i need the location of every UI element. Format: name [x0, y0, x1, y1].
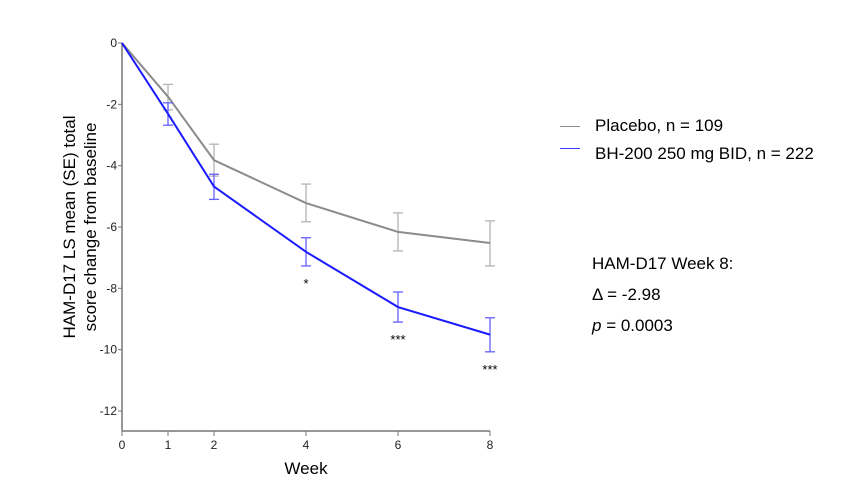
annotation-p: p = 0.0003 [592, 310, 733, 341]
legend-item-placebo: Placebo, n = 109 [560, 112, 814, 140]
x-tick-label: 4 [303, 438, 310, 452]
y-axis-label-line1: HAM-D17 LS mean (SE) total [60, 116, 79, 339]
x-tick-label: 2 [211, 438, 218, 452]
annotation-title: HAM-D17 Week 8: [592, 254, 734, 273]
annotation: HAM-D17 Week 8: Δ = -2.98 p = 0.0003 [592, 248, 733, 341]
y-tick-label: -12 [100, 404, 118, 418]
legend-label-bh200: BH-200 250 mg BID, n = 222 [595, 144, 814, 163]
significance-marker: * [303, 276, 308, 291]
annotation-p-label: p [592, 316, 602, 335]
legend-swatch-bh200 [560, 147, 580, 149]
y-axis-label-line2: score change from baseline [81, 123, 100, 332]
y-tick-label: -10 [100, 343, 118, 357]
annotation-delta: Δ = -2.98 [592, 285, 661, 304]
series-1 [121, 42, 495, 353]
series-0 [121, 42, 495, 267]
x-tick-label: 1 [165, 438, 172, 452]
x-tick-label: 0 [119, 438, 126, 452]
series-line [121, 42, 491, 244]
y-tick-label: 0 [110, 36, 117, 50]
legend: Placebo, n = 109 BH-200 250 mg BID, n = … [560, 112, 814, 168]
significance-marker: *** [482, 362, 497, 377]
x-axis-label: Week [284, 459, 328, 478]
legend-item-bh200: BH-200 250 mg BID, n = 222 [560, 140, 814, 168]
series-line [121, 42, 491, 336]
y-tick-label: -6 [106, 220, 117, 234]
x-tick-label: 8 [487, 438, 494, 452]
y-tick-label: -2 [106, 97, 117, 111]
legend-label-placebo: Placebo, n = 109 [595, 116, 724, 135]
significance-marker: *** [390, 332, 405, 347]
legend-swatch-placebo [560, 125, 580, 127]
annotation-p-value: = 0.0003 [601, 316, 673, 335]
y-tick-label: -4 [106, 159, 117, 173]
x-tick-label: 6 [395, 438, 402, 452]
y-tick-label: -8 [106, 281, 117, 295]
